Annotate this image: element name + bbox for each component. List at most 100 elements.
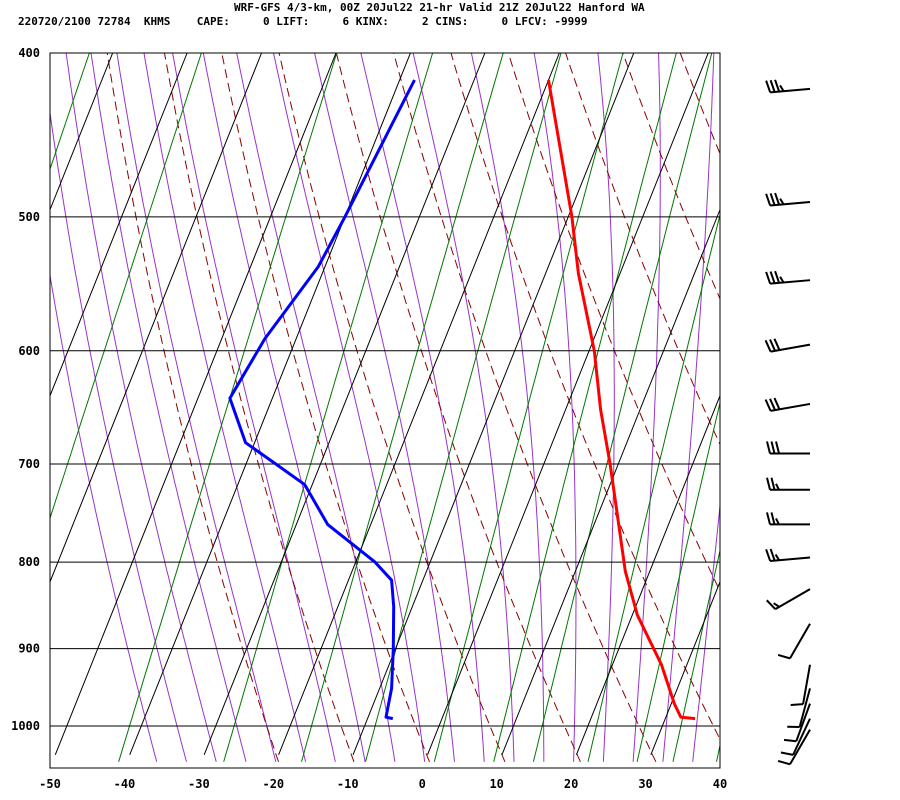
wind-barb-flag bbox=[769, 398, 776, 411]
wind-barb-shaft bbox=[792, 718, 811, 756]
plot-area bbox=[50, 53, 720, 768]
dewpoint-trace bbox=[228, 79, 416, 721]
wind-barb bbox=[787, 688, 811, 728]
isotherm-line bbox=[50, 53, 114, 212]
isotherm-line bbox=[54, 53, 337, 755]
wind-barb-flag bbox=[775, 441, 780, 454]
chart-header: WRF-GFS 4/3-km, 00Z 20Jul22 21-hr Valid … bbox=[0, 0, 900, 30]
wind-barb-flag bbox=[769, 79, 776, 93]
wind-barb bbox=[766, 512, 810, 526]
wind-barb-flag bbox=[769, 271, 776, 284]
wind-barb-shaft bbox=[789, 623, 811, 659]
wind-barb-shaft bbox=[774, 588, 811, 611]
x-tick-label: 0 bbox=[419, 777, 426, 791]
wind-barb-flag bbox=[769, 339, 776, 352]
isotherms bbox=[50, 53, 900, 755]
y-tick-label: 400 bbox=[18, 46, 40, 60]
y-tick-label: 600 bbox=[18, 344, 40, 358]
wind-barb-shaft bbox=[770, 279, 811, 285]
wind-barb bbox=[765, 192, 811, 207]
isotherm-line bbox=[203, 53, 486, 755]
x-tick-label: 40 bbox=[713, 777, 727, 791]
wind-barb bbox=[766, 588, 811, 611]
wind-barb-flag bbox=[769, 548, 776, 561]
wind-barb-flag bbox=[766, 441, 771, 454]
isotherm-line bbox=[352, 53, 635, 755]
wind-barb bbox=[764, 397, 811, 412]
dry-adiabat-line bbox=[730, 34, 900, 761]
wind-barb bbox=[777, 623, 811, 660]
wind-barb bbox=[765, 548, 811, 562]
wind-barb-flag bbox=[770, 441, 776, 454]
wind-barb-shaft bbox=[770, 402, 811, 412]
wind-barb-flag bbox=[773, 602, 780, 608]
wind-barb-flag bbox=[770, 512, 776, 525]
isotherm-line bbox=[575, 394, 720, 755]
wind-barb-flag bbox=[766, 512, 771, 525]
x-tick-label: -50 bbox=[39, 777, 61, 791]
mixing-ratio-line bbox=[636, 400, 720, 762]
wind-barb-flag bbox=[769, 193, 776, 206]
x-tick-labels: -50 -40 -30 -20 -10 0 10 20 30 40 bbox=[39, 777, 727, 791]
wind-barb-flag bbox=[775, 517, 780, 525]
wind-barb-flag bbox=[765, 193, 772, 206]
y-tick-label: 1000 bbox=[11, 719, 40, 733]
profile-traces bbox=[228, 79, 696, 721]
isotherm-line bbox=[50, 53, 188, 398]
x-tick-label: 20 bbox=[564, 777, 578, 791]
isotherm-line bbox=[501, 208, 720, 755]
wind-barb-shaft bbox=[770, 201, 811, 207]
wind-barb-flag bbox=[783, 738, 797, 743]
wind-barb-flag bbox=[765, 548, 772, 562]
isotherm-line bbox=[800, 53, 900, 755]
wind-barb bbox=[765, 270, 811, 285]
isobars bbox=[50, 216, 720, 727]
wind-barb-flag bbox=[777, 653, 791, 660]
wind-barb-flag bbox=[779, 84, 785, 92]
wind-barb-shaft bbox=[798, 688, 811, 728]
wind-barb-flag bbox=[775, 483, 780, 491]
wind-barb-shaft bbox=[770, 87, 811, 94]
y-tick-label: 900 bbox=[18, 642, 40, 656]
wind-barb bbox=[777, 729, 811, 766]
y-tick-label: 700 bbox=[18, 457, 40, 471]
wind-barb-flag bbox=[774, 553, 780, 561]
moist-adiabat-line bbox=[723, 34, 811, 761]
wind-barb bbox=[766, 477, 810, 491]
wind-barb-flag bbox=[765, 80, 772, 93]
chart-subtitle: 220720/2100 72784 KHMS CAPE: 0 LIFT: 6 K… bbox=[18, 15, 588, 28]
wind-barb-flag bbox=[764, 399, 772, 412]
isotherm-line bbox=[427, 53, 709, 755]
x-tick-label: -30 bbox=[188, 777, 210, 791]
wind-barb-flag bbox=[773, 338, 781, 351]
isotherm-line bbox=[650, 580, 720, 755]
x-tick-label: 10 bbox=[489, 777, 503, 791]
x-tick-label: 30 bbox=[638, 777, 652, 791]
wind-barb-shaft bbox=[770, 556, 811, 562]
temperature-trace bbox=[547, 79, 696, 721]
mixing-ratio-line bbox=[716, 742, 720, 762]
wind-barb-flag bbox=[773, 397, 781, 410]
moist-adiabat-line bbox=[692, 501, 720, 762]
isotherm-line bbox=[50, 53, 263, 584]
wind-barb bbox=[780, 718, 811, 756]
wind-barb-shaft bbox=[795, 703, 811, 742]
dry-adiabat-line bbox=[844, 34, 900, 761]
isotherm-line bbox=[129, 53, 411, 755]
wind-barb-shaft bbox=[770, 343, 811, 353]
wind-barb-shaft bbox=[789, 729, 811, 765]
x-tick-label: -10 bbox=[337, 777, 359, 791]
wind-barb-flag bbox=[766, 477, 771, 491]
wind-barb-flag bbox=[770, 477, 776, 491]
wind-barb bbox=[790, 664, 811, 707]
wind-barb bbox=[764, 338, 811, 353]
wind-barb-flag bbox=[774, 79, 781, 92]
y-tick-labels: 400 500 600 700 800 900 1000 bbox=[11, 46, 40, 733]
wind-barb-flag bbox=[779, 198, 785, 205]
wind-barbs bbox=[764, 79, 811, 766]
wind-barb-flag bbox=[765, 271, 772, 285]
dry-adiabat-line bbox=[221, 53, 430, 762]
wind-barb-flag bbox=[779, 276, 785, 284]
wind-barb-flag bbox=[774, 192, 781, 206]
